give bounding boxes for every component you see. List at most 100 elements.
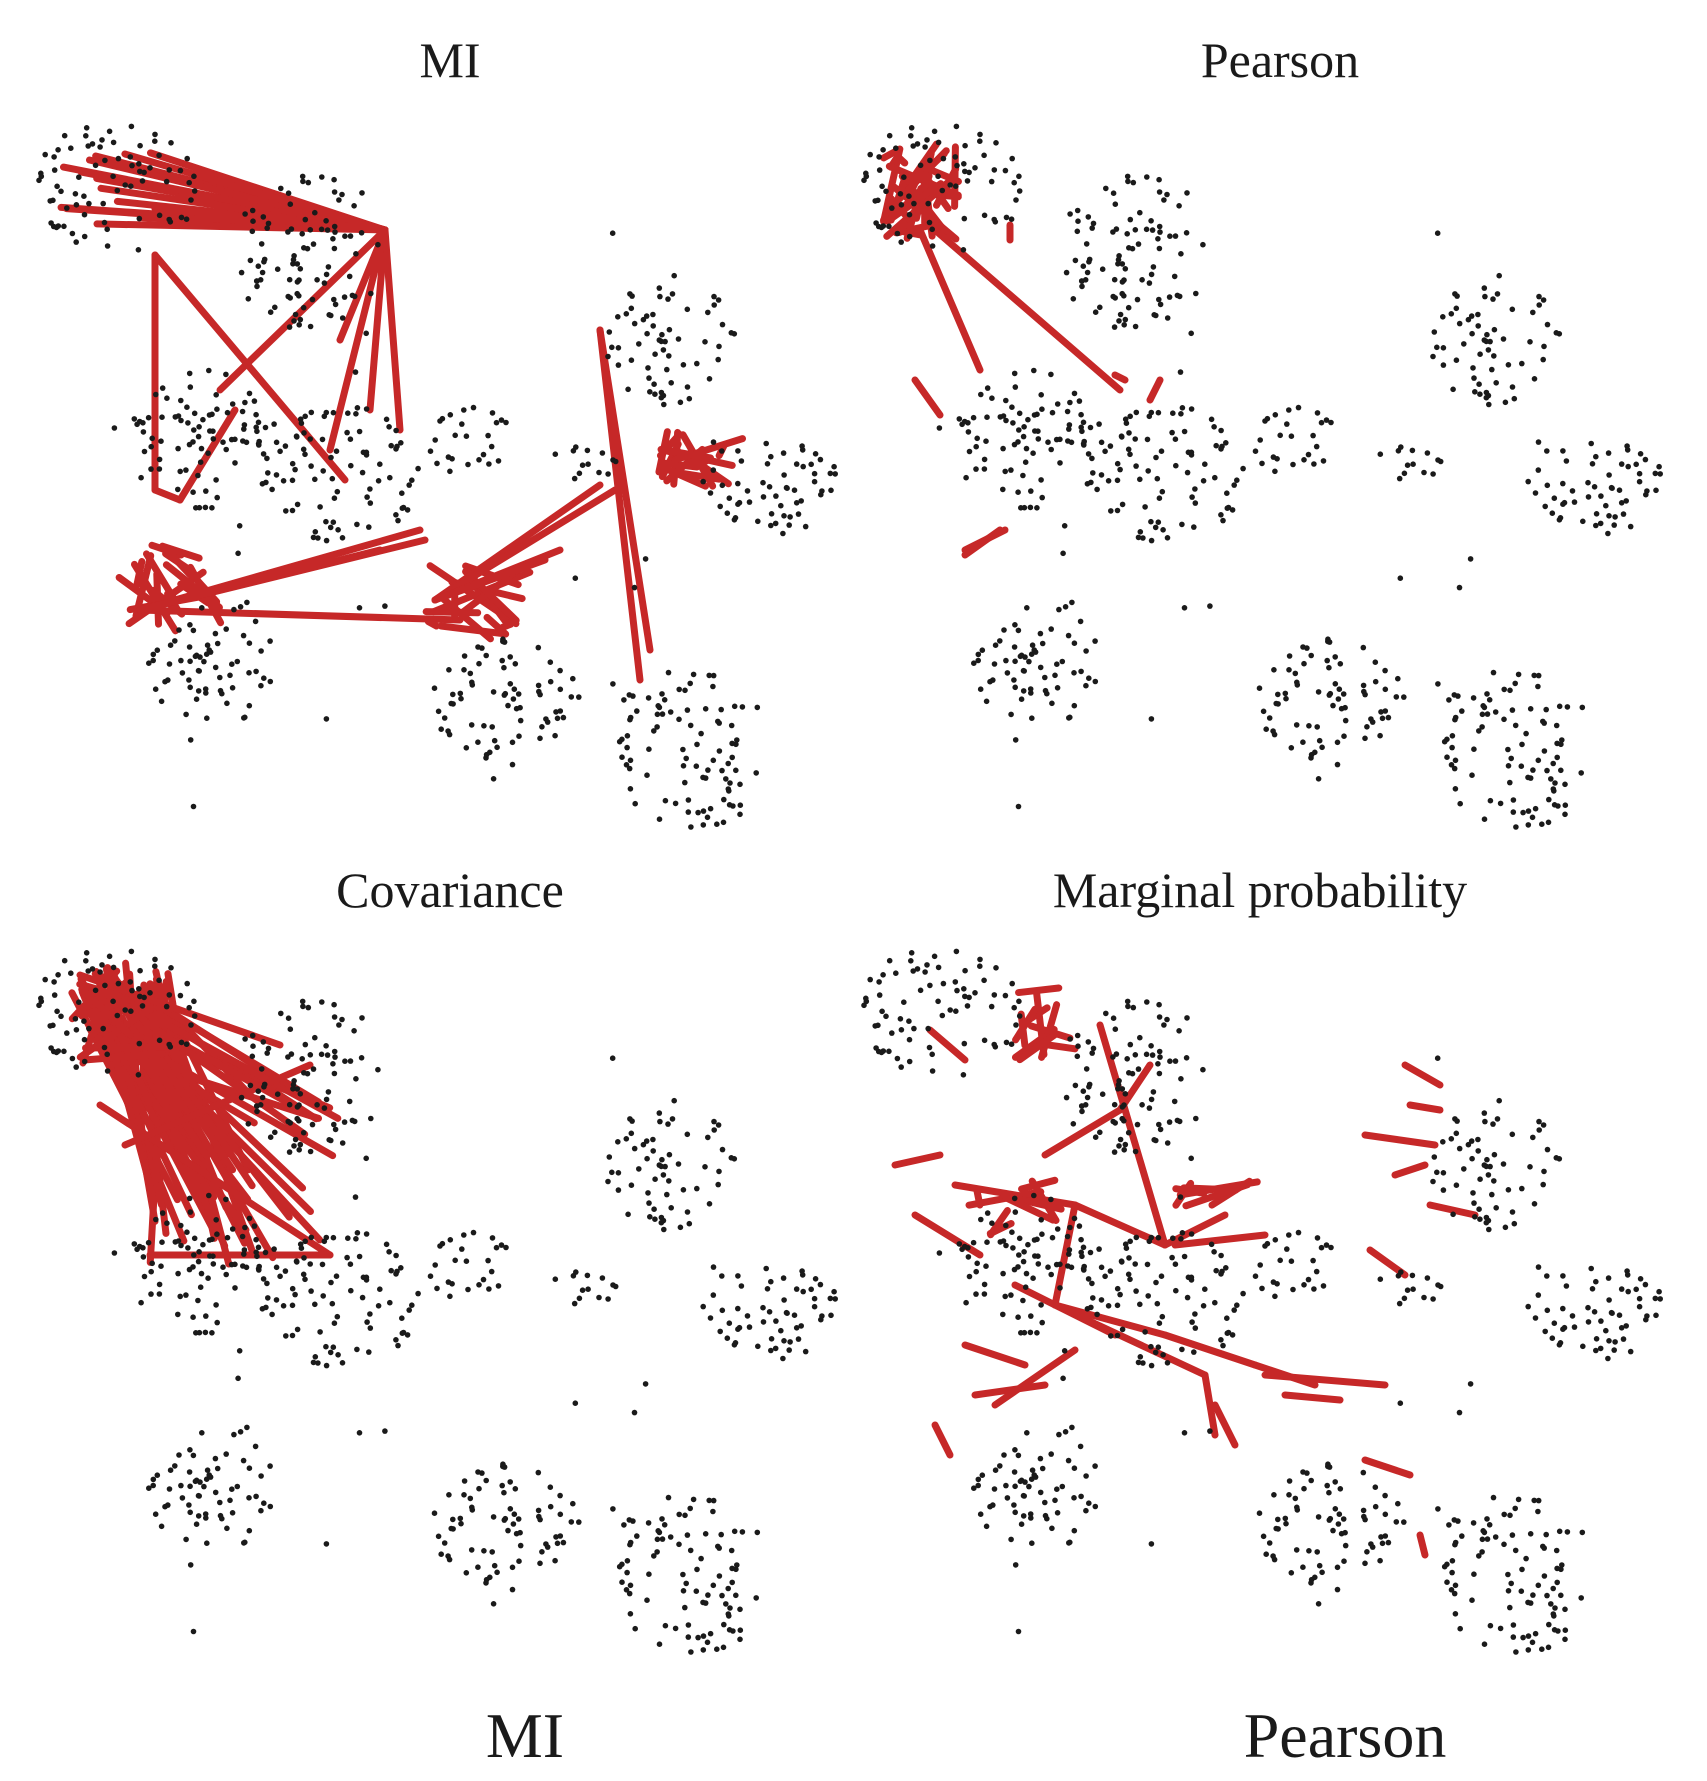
node	[1361, 688, 1367, 695]
node	[1122, 1091, 1129, 1097]
node	[1519, 741, 1525, 748]
node	[570, 1273, 577, 1279]
node	[489, 1549, 496, 1555]
node	[1179, 405, 1186, 411]
node	[700, 1647, 707, 1653]
node	[147, 165, 153, 171]
node	[187, 1509, 193, 1516]
node	[1633, 461, 1639, 468]
node	[1148, 409, 1155, 416]
node	[1451, 1590, 1458, 1597]
node	[183, 711, 189, 718]
node	[1554, 1579, 1560, 1586]
node	[1020, 1258, 1027, 1265]
node	[659, 331, 665, 338]
node	[1434, 230, 1441, 236]
node	[628, 1182, 635, 1188]
node	[1510, 797, 1517, 803]
node	[1625, 1288, 1631, 1295]
node	[1377, 1557, 1383, 1564]
node	[247, 1082, 254, 1089]
node	[1004, 670, 1011, 676]
node	[808, 1286, 814, 1293]
node	[249, 1053, 256, 1060]
node	[1507, 1512, 1513, 1519]
node	[1262, 1243, 1268, 1249]
node	[710, 683, 716, 690]
node	[331, 1070, 338, 1077]
node	[628, 357, 635, 363]
node	[1471, 375, 1477, 381]
node	[1477, 351, 1483, 357]
node	[300, 1003, 306, 1010]
node	[1362, 1560, 1368, 1567]
node	[250, 218, 256, 224]
node	[720, 1644, 727, 1651]
node	[1059, 658, 1066, 665]
node	[1127, 451, 1133, 458]
node	[168, 140, 174, 146]
node	[1132, 1148, 1139, 1155]
node	[214, 406, 220, 413]
node	[291, 318, 297, 324]
node	[1497, 1625, 1504, 1632]
node	[953, 123, 960, 130]
node	[184, 1229, 190, 1235]
node	[719, 1273, 725, 1279]
node	[386, 1249, 392, 1255]
node	[1360, 1469, 1367, 1476]
node	[1471, 746, 1477, 752]
node	[702, 1531, 709, 1537]
node	[989, 395, 995, 402]
node	[1272, 1293, 1278, 1300]
node	[1115, 1086, 1121, 1092]
node	[1066, 426, 1072, 432]
node	[1218, 1337, 1224, 1343]
node	[1015, 1628, 1022, 1635]
node	[609, 1169, 615, 1176]
node	[36, 177, 42, 184]
node	[152, 686, 159, 692]
node	[725, 760, 731, 767]
node	[1122, 316, 1129, 323]
node	[1525, 478, 1531, 485]
node	[1563, 1283, 1570, 1289]
node	[812, 451, 819, 457]
edge	[931, 226, 1124, 394]
node	[165, 1502, 171, 1508]
node	[537, 735, 543, 742]
node	[1556, 1342, 1563, 1348]
node	[437, 418, 443, 424]
node	[983, 1523, 990, 1530]
node	[114, 1012, 121, 1019]
node	[351, 1028, 357, 1034]
node	[1085, 214, 1092, 220]
node	[1290, 461, 1296, 468]
node	[725, 786, 732, 792]
node	[1453, 305, 1460, 312]
node	[1078, 1249, 1084, 1256]
node	[728, 330, 735, 336]
node	[931, 953, 938, 960]
node	[1508, 755, 1514, 762]
node	[331, 176, 337, 183]
node	[1404, 1287, 1411, 1293]
node	[808, 461, 814, 468]
node	[148, 443, 154, 450]
node	[1569, 488, 1576, 494]
node	[1593, 511, 1600, 517]
node	[178, 1039, 185, 1046]
node	[1137, 529, 1144, 535]
node	[517, 717, 524, 724]
network-panel-pearson	[861, 123, 1663, 830]
node	[1057, 460, 1063, 466]
node	[1452, 714, 1459, 721]
node	[244, 1424, 250, 1431]
node	[517, 1542, 524, 1549]
node	[961, 215, 968, 222]
edge	[932, 165, 960, 209]
node	[719, 1307, 726, 1314]
node	[552, 732, 558, 739]
node	[1102, 1273, 1108, 1280]
node	[1156, 176, 1162, 183]
